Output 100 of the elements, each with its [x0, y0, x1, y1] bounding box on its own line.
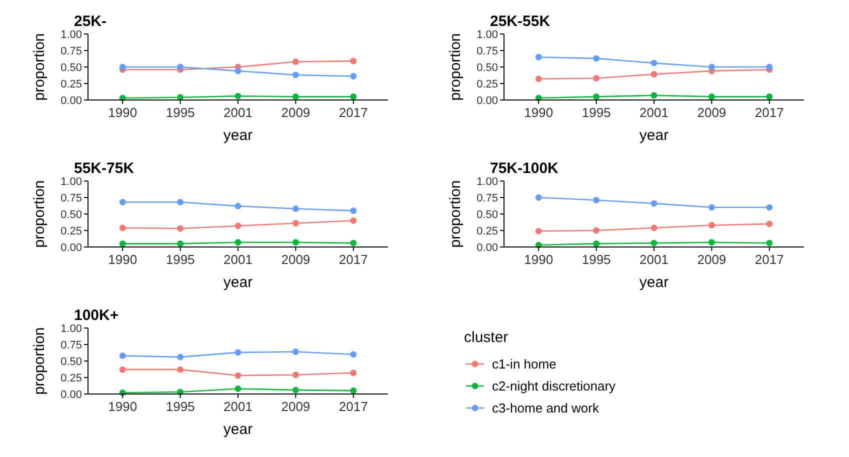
- point: [234, 222, 242, 230]
- point: [350, 388, 357, 394]
- point: [708, 64, 715, 70]
- y-axis-title: proportion: [31, 327, 48, 395]
- point: [234, 349, 242, 356]
- x-tick-label: 2017: [338, 105, 368, 120]
- y-axis-title: proportion: [447, 33, 464, 101]
- point: [593, 227, 600, 234]
- point: [119, 366, 126, 373]
- point: [177, 354, 184, 360]
- x-tick-label: 1990: [524, 252, 554, 267]
- point: [535, 228, 542, 234]
- point: [234, 202, 242, 210]
- point: [766, 240, 773, 246]
- y-tick-label: 0.75: [476, 45, 498, 58]
- point: [350, 94, 357, 100]
- y-tick-label: 0.50: [60, 208, 82, 221]
- point: [593, 55, 600, 62]
- y-tick-label: 0.00: [60, 242, 82, 254]
- x-tick-label: 1995: [166, 399, 195, 414]
- point: [350, 58, 357, 64]
- x-tick-label: 2009: [697, 252, 726, 267]
- x-tick-label: 2001: [224, 252, 252, 267]
- point: [708, 94, 715, 100]
- point: [350, 370, 357, 376]
- x-tick-label: 2009: [281, 105, 310, 120]
- y-tick-label: 0.25: [60, 225, 82, 238]
- x-axis-title: year: [639, 274, 669, 291]
- y-tick-label: 0.50: [476, 62, 498, 74]
- x-tick-label: 1995: [166, 252, 195, 267]
- y-tick-label: 0.50: [60, 356, 82, 368]
- x-tick-label: 1990: [108, 252, 138, 267]
- point: [234, 386, 242, 392]
- legend-label: c1-in home: [492, 356, 556, 372]
- point: [119, 64, 126, 70]
- point: [535, 54, 542, 60]
- y-tick-label: 1.00: [60, 322, 82, 335]
- point: [535, 194, 542, 201]
- y-tick-label: 0.25: [60, 372, 82, 384]
- chart-title: 75K-100K: [490, 160, 559, 177]
- point: [292, 58, 299, 65]
- point: [177, 198, 184, 206]
- x-tick-label: 2017: [754, 252, 784, 267]
- point: [766, 220, 773, 228]
- point: [177, 366, 184, 373]
- x-tick-label: 2017: [338, 252, 368, 267]
- point: [234, 92, 242, 100]
- x-tick-label: 2001: [640, 252, 668, 267]
- y-tick-label: 0.50: [476, 208, 498, 221]
- x-tick-label: 1990: [108, 105, 138, 120]
- y-axis-title: proportion: [447, 180, 464, 248]
- point: [766, 94, 773, 100]
- y-tick-label: 0.25: [476, 78, 498, 90]
- y-axis-title: proportion: [31, 180, 48, 248]
- y-tick-label: 0.25: [60, 78, 82, 90]
- x-tick-label: 1990: [108, 399, 138, 414]
- x-tick-label: 1990: [524, 105, 554, 120]
- point: [535, 76, 542, 82]
- chart-title: 55K-75K: [74, 160, 134, 177]
- x-axis-title: year: [223, 421, 253, 438]
- point: [650, 71, 658, 78]
- point: [292, 372, 299, 378]
- x-tick-label: 2017: [754, 105, 784, 120]
- y-tick-label: 0.75: [60, 45, 82, 58]
- point: [292, 386, 299, 394]
- point: [234, 239, 242, 246]
- point: [593, 196, 600, 204]
- legend-label: c2-night discretionary: [492, 378, 616, 394]
- point: [119, 198, 126, 206]
- point: [177, 225, 184, 232]
- point: [650, 240, 658, 246]
- y-tick-label: 0.75: [60, 192, 82, 204]
- y-tick-label: 1.00: [476, 28, 498, 41]
- legend-label: c3-home and work: [492, 400, 600, 416]
- x-axis-title: year: [639, 127, 669, 144]
- x-axis-title: year: [223, 274, 253, 291]
- y-tick-label: 0.00: [476, 94, 498, 107]
- point: [766, 64, 773, 70]
- point: [292, 206, 299, 212]
- x-tick-label: 2001: [640, 105, 668, 120]
- x-tick-label: 1995: [582, 105, 611, 120]
- y-tick-label: 0.25: [476, 225, 498, 238]
- x-tick-label: 2009: [281, 399, 310, 414]
- x-tick-label: 1995: [166, 105, 195, 120]
- x-tick-label: 2017: [338, 399, 368, 414]
- point: [350, 240, 357, 246]
- y-tick-label: 0.00: [476, 242, 498, 254]
- point: [119, 224, 126, 232]
- y-tick-label: 1.00: [476, 176, 498, 188]
- y-tick-label: 0.50: [60, 62, 82, 74]
- y-tick-label: 0.00: [60, 94, 82, 107]
- point: [766, 204, 773, 211]
- y-tick-label: 0.75: [60, 339, 82, 352]
- point: [292, 220, 299, 226]
- point: [350, 351, 357, 358]
- point: [292, 94, 299, 100]
- x-tick-label: 2009: [281, 252, 310, 267]
- y-tick-label: 1.00: [60, 176, 82, 188]
- y-axis-title: proportion: [31, 33, 48, 101]
- x-tick-label: 2001: [224, 105, 252, 120]
